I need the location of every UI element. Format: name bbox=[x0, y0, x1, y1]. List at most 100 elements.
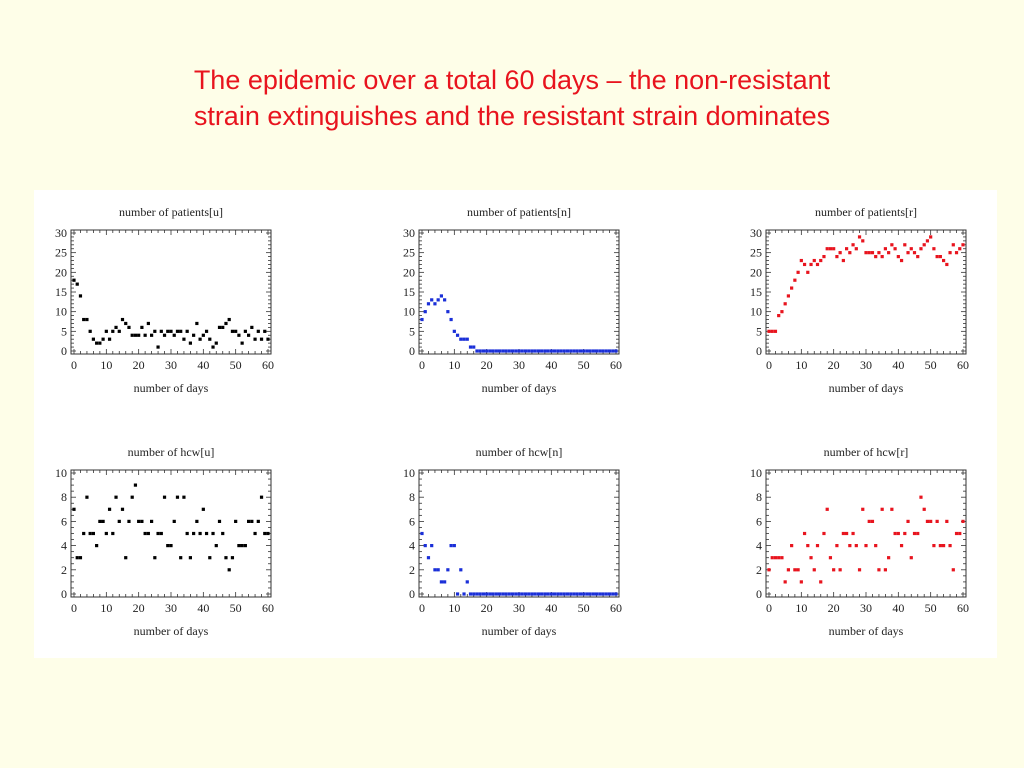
x-tick-label: 30 bbox=[513, 601, 525, 615]
data-point bbox=[582, 592, 586, 596]
data-point bbox=[481, 592, 486, 596]
data-point bbox=[815, 544, 820, 548]
data-point bbox=[426, 556, 431, 560]
data-point bbox=[812, 258, 816, 263]
y-tick-label: 15 bbox=[750, 285, 762, 299]
y-tick-label: 15 bbox=[403, 285, 415, 299]
data-point bbox=[906, 519, 910, 523]
y-tick-label: 4 bbox=[756, 539, 762, 553]
data-point bbox=[169, 544, 173, 548]
data-point bbox=[227, 317, 231, 322]
data-point bbox=[556, 349, 560, 353]
x-tick-label: 50 bbox=[230, 358, 242, 372]
data-point bbox=[893, 247, 897, 251]
data-point bbox=[494, 349, 498, 353]
data-point bbox=[462, 337, 466, 341]
data-point bbox=[140, 519, 144, 523]
data-point bbox=[958, 247, 962, 251]
data-point bbox=[501, 592, 505, 596]
x-tick-label: 10 bbox=[100, 358, 112, 372]
x-tick-label: 0 bbox=[419, 601, 425, 615]
data-point bbox=[208, 337, 212, 341]
x-tick-label: 0 bbox=[766, 358, 772, 372]
data-point bbox=[945, 262, 949, 267]
data-point bbox=[896, 531, 900, 536]
data-point bbox=[150, 519, 154, 523]
data-point bbox=[899, 544, 904, 548]
data-point bbox=[234, 329, 238, 333]
data-point bbox=[72, 278, 76, 282]
y-tick-label: 0 bbox=[409, 587, 415, 601]
data-point bbox=[935, 255, 939, 259]
data-point bbox=[433, 568, 437, 572]
x-tick-label: 10 bbox=[448, 358, 460, 372]
data-point bbox=[159, 531, 163, 536]
data-point bbox=[143, 531, 147, 536]
data-point bbox=[263, 531, 267, 536]
data-point bbox=[591, 349, 595, 353]
data-point bbox=[85, 495, 89, 499]
data-point bbox=[182, 337, 186, 341]
data-point bbox=[559, 349, 563, 353]
data-point bbox=[266, 337, 270, 341]
y-tick-label: 4 bbox=[61, 539, 67, 553]
data-point bbox=[430, 298, 434, 302]
data-point bbox=[491, 349, 495, 353]
data-point bbox=[510, 592, 515, 596]
data-point bbox=[198, 531, 202, 536]
x-tick-label: 50 bbox=[578, 358, 590, 372]
y-tick-label: 20 bbox=[55, 265, 67, 279]
y-tick-label: 10 bbox=[403, 466, 415, 480]
data-point bbox=[82, 531, 86, 536]
data-point bbox=[224, 556, 228, 560]
data-point bbox=[530, 349, 534, 353]
data-point bbox=[838, 251, 842, 255]
data-point bbox=[478, 592, 482, 596]
data-point bbox=[796, 568, 800, 572]
data-point bbox=[906, 251, 910, 255]
data-point bbox=[449, 317, 453, 322]
data-point bbox=[832, 568, 836, 572]
y-tick-label: 6 bbox=[409, 514, 415, 528]
y-tick-label: 8 bbox=[61, 490, 67, 504]
data-point bbox=[221, 531, 225, 536]
data-point bbox=[504, 349, 508, 353]
data-point bbox=[259, 495, 264, 499]
data-point bbox=[485, 349, 489, 353]
data-point bbox=[162, 333, 167, 337]
data-point bbox=[211, 531, 215, 536]
y-tick-label: 0 bbox=[756, 344, 762, 358]
data-point bbox=[455, 592, 460, 596]
x-tick-label: 40 bbox=[197, 358, 209, 372]
y-tick-label: 10 bbox=[750, 466, 762, 480]
data-point bbox=[175, 329, 180, 333]
data-point bbox=[517, 592, 521, 596]
y-tick-label: 10 bbox=[750, 305, 762, 319]
data-point bbox=[780, 556, 784, 560]
data-point bbox=[465, 337, 469, 341]
data-point bbox=[877, 251, 881, 255]
data-point bbox=[861, 507, 865, 511]
data-point bbox=[179, 329, 183, 333]
data-point bbox=[572, 349, 576, 353]
data-point bbox=[802, 262, 807, 267]
data-point bbox=[481, 349, 486, 353]
data-point bbox=[443, 298, 447, 302]
data-point bbox=[929, 519, 933, 523]
data-point bbox=[166, 544, 170, 548]
data-point bbox=[192, 531, 196, 536]
data-point bbox=[806, 544, 810, 548]
data-point bbox=[540, 592, 544, 596]
data-point bbox=[773, 556, 778, 560]
data-point bbox=[520, 349, 524, 353]
data-point bbox=[841, 258, 845, 263]
data-point bbox=[452, 329, 456, 333]
data-point bbox=[595, 592, 599, 596]
data-point bbox=[845, 531, 849, 536]
data-point bbox=[783, 580, 787, 584]
data-point bbox=[802, 531, 807, 536]
y-tick-label: 0 bbox=[61, 344, 67, 358]
data-point bbox=[848, 544, 852, 548]
data-point bbox=[867, 251, 871, 255]
data-point bbox=[172, 519, 176, 523]
